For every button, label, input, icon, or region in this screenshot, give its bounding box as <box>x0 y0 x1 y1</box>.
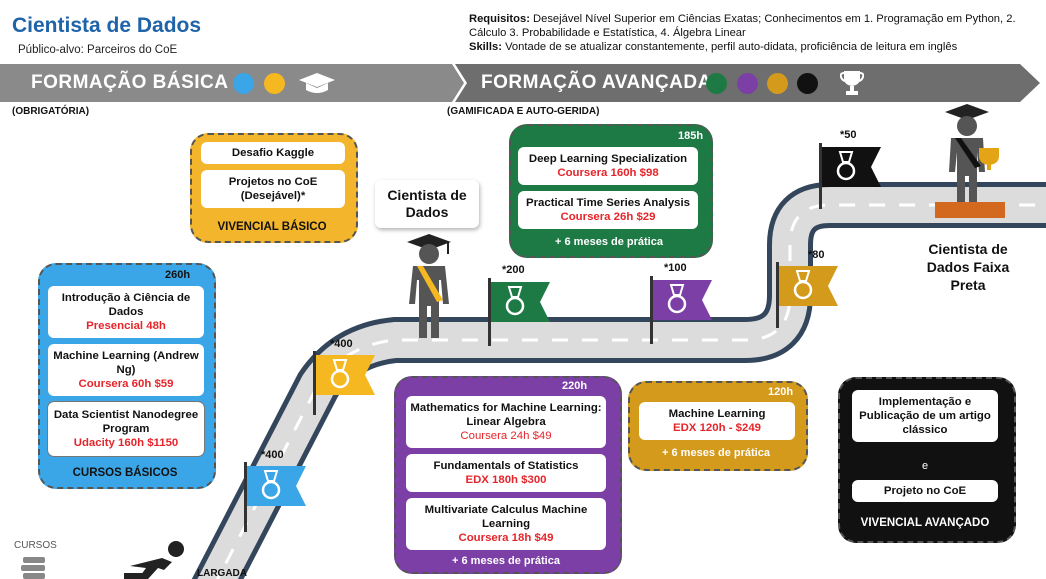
course-detail: Udacity 160h $1150 <box>73 437 179 449</box>
projetos-coe-card: Projetos no CoE (Desejável)* <box>201 170 345 208</box>
purple-block-hours: 220h <box>562 380 588 392</box>
course-name: Machine Learning (Andrew Ng) <box>53 350 199 376</box>
requirements-text: Requisitos: Desejável Nível Superior em … <box>469 12 1039 54</box>
course-detail: Coursera 24h $49 <box>460 430 552 442</box>
course-detail: Presencial 48h <box>86 320 166 332</box>
implementacao-card: Implementação e Publicação de um artigo … <box>852 390 998 442</box>
trophy-icon <box>840 71 864 95</box>
course-name: Introdução à Ciência de Dados <box>61 292 191 318</box>
milestone-faixa-preta-label: Cientista de Dados Faixa Preta <box>926 241 1010 293</box>
books-stack-icon <box>21 557 45 579</box>
vivencial-avancado-label: VIVENCIAL AVANÇADO <box>860 517 990 529</box>
page-subtitle: Público-alvo: Parceiros do CoE <box>18 44 178 56</box>
projetos-coe-label: Projetos no CoE (Desejável)* <box>228 176 318 202</box>
purple-block-practice: + 6 meses de prática <box>452 555 560 567</box>
graduation-cap-icon <box>299 73 335 93</box>
advanced-dot-purple <box>737 73 758 94</box>
graduate-person-icon <box>407 234 451 338</box>
course-detail: Coursera 26h $29 <box>560 211 656 223</box>
basic-tag: (OBRIGATÓRIA) <box>12 106 90 117</box>
course-card: Machine Learning EDX 120h - $249 <box>639 402 795 440</box>
medal-flag-gold-icon <box>776 262 838 328</box>
projeto-coe-card: Projeto no CoE <box>852 480 998 502</box>
medal-flag-purple-icon <box>650 276 712 344</box>
course-detail: EDX 120h - $249 <box>672 422 761 434</box>
course-detail: EDX 180h $300 <box>465 474 547 486</box>
start-label: LARGADA <box>197 568 247 579</box>
basic-dot-blue <box>233 73 254 94</box>
req-text: Desejável Nível Superior em Ciências Exa… <box>469 13 1016 39</box>
course-name: Mathematics for Machine Learning: Linear… <box>410 402 602 428</box>
skills-label: Skills: <box>469 41 502 53</box>
course-name: Deep Learning Specialization <box>528 153 688 165</box>
flag-value-black: *50 <box>840 129 857 141</box>
advanced-formation-title: FORMAÇÃO AVANÇADA <box>481 72 712 93</box>
black-block-connector: e <box>921 460 929 472</box>
medal-flag-yellow-icon <box>313 351 375 415</box>
flag-value-green: *200 <box>502 264 525 276</box>
milestone-cientista-label: Cientista de Dados <box>387 187 467 220</box>
milestone-cientista-callout: Cientista de Dados <box>375 180 479 228</box>
runner-start-icon <box>124 541 184 579</box>
course-detail: Coursera 60h $59 <box>78 378 174 390</box>
flag-value-yellow: *400 <box>330 338 353 350</box>
flag-value-blue: *400 <box>261 449 284 461</box>
course-card: Multivariate Calculus Machine Learning C… <box>406 498 606 550</box>
advanced-dot-gold <box>767 73 788 94</box>
flag-value-gold: *80 <box>808 249 825 261</box>
course-card: Fundamentals of Statistics EDX 180h $300 <box>406 454 606 492</box>
course-name: Data Scientist Nanodegree Program <box>53 409 199 435</box>
course-card: Data Scientist Nanodegree Program Udacit… <box>47 401 205 457</box>
course-name: Practical Time Series Analysis <box>526 197 690 209</box>
course-card: Machine Learning (Andrew Ng) Coursera 60… <box>48 344 204 396</box>
gold-block-practice: + 6 meses de prática <box>662 447 770 459</box>
vivencial-basico-label: VIVENCIAL BÁSICO <box>217 221 327 233</box>
basic-dot-yellow <box>264 73 285 94</box>
cursos-basicos-hours: 260h <box>165 269 191 281</box>
course-card: Mathematics for Machine Learning: Linear… <box>406 396 606 448</box>
course-card: Deep Learning Specialization Coursera 16… <box>518 147 698 185</box>
course-card: Practical Time Series Analysis Coursera … <box>518 191 698 229</box>
page-title: Cientista de Dados <box>12 14 202 37</box>
green-block-hours: 185h <box>678 130 704 142</box>
desafio-kaggle-card: Desafio Kaggle <box>201 142 345 164</box>
black-belt-graduate-icon <box>935 104 1005 218</box>
advanced-dot-green <box>706 73 727 94</box>
projeto-coe-label: Projeto no CoE <box>883 485 967 497</box>
implementacao-label: Implementação e Publicação de um artigo … <box>859 396 991 436</box>
medal-flag-blue-icon <box>244 462 306 532</box>
medal-flag-green-icon <box>488 278 550 346</box>
course-detail: Coursera 18h $49 <box>458 532 554 544</box>
basic-formation-title: FORMAÇÃO BÁSICA <box>31 72 229 93</box>
skills-text: Vontade de se atualizar constantemente, … <box>505 41 958 53</box>
course-name: Machine Learning <box>668 408 766 420</box>
flag-value-purple: *100 <box>664 262 687 274</box>
req-label: Requisitos: <box>469 13 530 25</box>
green-block-practice: + 6 meses de prática <box>555 236 663 248</box>
cursos-icon-label: CURSOS <box>14 540 57 551</box>
desafio-kaggle-label: Desafio Kaggle <box>231 147 315 159</box>
advanced-tag: (GAMIFICADA E AUTO-GERIDA) <box>447 106 600 117</box>
cursos-basicos-label: CURSOS BÁSICOS <box>72 467 178 479</box>
course-card: Introdução à Ciência de Dados Presencial… <box>48 286 204 338</box>
course-detail: Coursera 160h $98 <box>557 167 659 179</box>
course-name: Fundamentals of Statistics <box>433 460 579 472</box>
course-name: Multivariate Calculus Machine Learning <box>424 504 588 530</box>
gold-block-hours: 120h <box>768 386 794 398</box>
medal-flag-black-icon <box>819 143 881 209</box>
advanced-dot-black <box>797 73 818 94</box>
